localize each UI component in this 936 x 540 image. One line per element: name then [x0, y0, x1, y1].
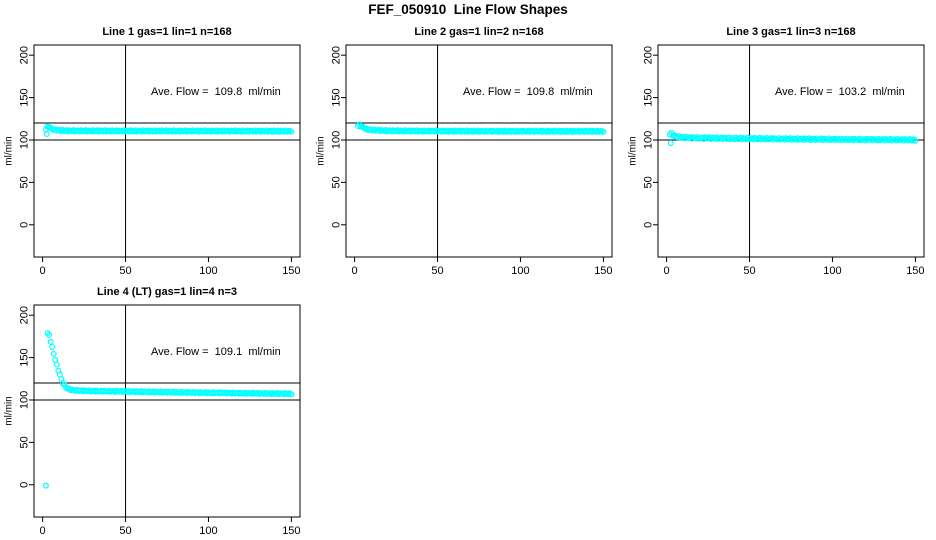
svg-text:ml/min: ml/min — [628, 136, 639, 165]
svg-text:150: 150 — [906, 265, 924, 277]
subplot-4-ave-flow-annotation: Ave. Flow = 109.1 ml/min — [151, 346, 281, 358]
svg-text:200: 200 — [19, 46, 31, 64]
svg-text:0: 0 — [40, 525, 46, 537]
figure-title: FEF_050910 Line Flow Shapes — [368, 2, 568, 17]
subplot-3-plot-area: 0 50 100 150 0 50 100 150 200 ml/min — [628, 44, 925, 277]
svg-text:50: 50 — [19, 176, 31, 188]
svg-text:100: 100 — [199, 525, 217, 537]
svg-text:150: 150 — [282, 265, 300, 277]
svg-text:100: 100 — [199, 265, 217, 277]
subplot-4-title: Line 4 (LT) gas=1 lin=4 n=3 — [96, 286, 238, 298]
svg-text:0: 0 — [19, 482, 31, 488]
subplot-1-title: Line 1 gas=1 lin=1 n=168 — [102, 26, 232, 38]
svg-text:200: 200 — [643, 46, 655, 64]
svg-text:50: 50 — [331, 176, 343, 188]
subplot-line-1: Line 1 gas=1 lin=1 n=168 0 50 100 150 0 50 100… — [4, 26, 301, 277]
svg-text:0: 0 — [40, 265, 46, 277]
svg-text:ml/min: ml/min — [4, 396, 15, 425]
svg-text:ml/min: ml/min — [316, 136, 327, 165]
svg-text:0: 0 — [664, 265, 670, 277]
svg-text:150: 150 — [19, 88, 31, 106]
svg-text:150: 150 — [643, 88, 655, 106]
svg-text:0: 0 — [331, 222, 343, 228]
svg-text:150: 150 — [19, 348, 31, 366]
subplot-line-4: Line 4 (LT) gas=1 lin=4 n=3 0 50 100 150 0 50… — [4, 286, 301, 537]
subplot-4-plot-area: 0 50 100 150 0 50 100 150 200 ml/min — [4, 304, 301, 537]
subplot-1-plot-area: 0 50 100 150 0 50 100 150 200 ml/min — [4, 44, 301, 277]
subplot-1-ave-flow-annotation: Ave. Flow = 109.8 ml/min — [151, 86, 281, 98]
svg-text:50: 50 — [743, 265, 755, 277]
subplot-3-title: Line 3 gas=1 lin=3 n=168 — [726, 26, 856, 38]
svg-text:100: 100 — [643, 131, 655, 149]
svg-text:50: 50 — [119, 265, 131, 277]
svg-text:150: 150 — [594, 265, 612, 277]
subplot-2-ave-flow-annotation: Ave. Flow = 109.8 ml/min — [463, 86, 593, 98]
svg-text:200: 200 — [331, 46, 343, 64]
subplot-2-title: Line 2 gas=1 lin=2 n=168 — [414, 26, 544, 38]
svg-text:100: 100 — [511, 265, 529, 277]
svg-text:0: 0 — [352, 265, 358, 277]
svg-text:50: 50 — [19, 436, 31, 448]
subplot-line-2: Line 2 gas=1 lin=2 n=168 0 50 100 150 0 50 100… — [316, 26, 613, 277]
svg-text:ml/min: ml/min — [4, 136, 15, 165]
svg-text:50: 50 — [431, 265, 443, 277]
svg-text:0: 0 — [643, 222, 655, 228]
svg-text:0: 0 — [19, 222, 31, 228]
svg-text:100: 100 — [19, 131, 31, 149]
subplot-3-ave-flow-annotation: Ave. Flow = 103.2 ml/min — [775, 86, 905, 98]
svg-text:100: 100 — [823, 265, 841, 277]
subplot-2-plot-area: 0 50 100 150 0 50 100 150 200 ml/min — [316, 44, 613, 277]
svg-text:200: 200 — [19, 306, 31, 324]
svg-text:100: 100 — [19, 391, 31, 409]
svg-text:50: 50 — [119, 525, 131, 537]
svg-text:150: 150 — [282, 525, 300, 537]
subplot-line-3: Line 3 gas=1 lin=3 n=168 0 50 100 150 0 50 100… — [628, 26, 925, 277]
svg-text:100: 100 — [331, 131, 343, 149]
svg-text:150: 150 — [331, 88, 343, 106]
svg-text:50: 50 — [643, 176, 655, 188]
